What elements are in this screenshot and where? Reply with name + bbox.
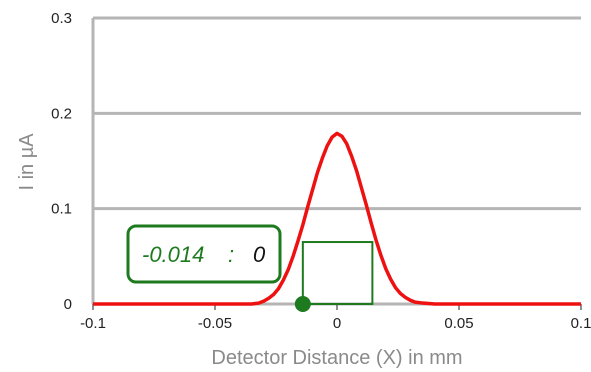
x-tick-label: 0.1 <box>571 315 591 332</box>
y-axis-title: I in µA <box>16 133 38 191</box>
integration-window <box>301 241 374 306</box>
y-tick-label: 0 <box>64 296 72 313</box>
x-tick-label: 0 <box>333 315 341 332</box>
y-tick-label: 0.1 <box>51 201 72 218</box>
y-tick-label: 0.3 <box>51 10 72 27</box>
readout-y-value: 0 <box>253 242 266 267</box>
current-curve <box>93 131 581 306</box>
y-axis-ticks: 0 0.1 0.2 0.3 <box>51 10 72 313</box>
readout-box: -0.014 : 0 <box>126 224 282 284</box>
x-tick-label: 0.05 <box>444 315 473 332</box>
readout-separator: : <box>228 242 234 267</box>
position-marker[interactable] <box>294 296 311 312</box>
grid-lines <box>93 16 581 211</box>
x-tick-label: -0.1 <box>80 315 106 332</box>
window-rect <box>301 241 374 306</box>
readout-x-value: -0.014 <box>142 242 204 267</box>
y-tick-label: 0.2 <box>51 105 72 122</box>
x-axis-ticks: -0.1 -0.05 0 0.05 0.1 <box>80 304 591 332</box>
x-tick-label: -0.05 <box>198 315 232 332</box>
x-axis-title: Detector Distance (X) in mm <box>211 347 462 369</box>
